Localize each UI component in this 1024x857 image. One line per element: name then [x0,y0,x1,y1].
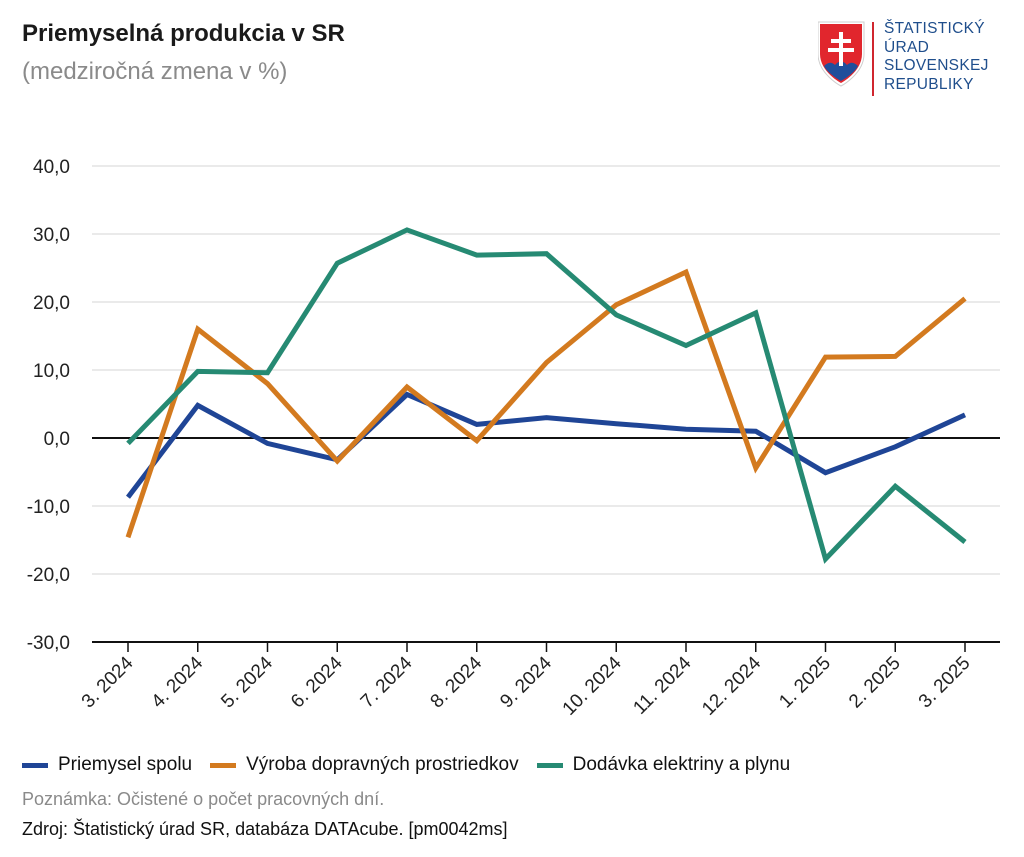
y-tick-label: -30,0 [27,633,70,654]
x-tick-label: 6. 2024 [287,652,347,712]
y-tick-label: 20,0 [33,293,70,314]
x-tick-label: 5. 2024 [217,652,277,712]
x-tick-label: 3. 2025 [915,653,975,713]
chart-source: Zdroj: Štatistický úrad SR, databáza DAT… [22,819,508,839]
x-tick-label: 11. 2024 [629,652,695,718]
legend-item-dodavka-elektriny-a-plynu: Dodávka elektriny a plynu [536,754,791,776]
legend-item-vyroba-dopravnych-prostriedkov: Výroba dopravných prostriedkov [210,754,519,776]
chart-subtitle: (medziročná zmena v %) [22,58,288,85]
y-tick-label: 10,0 [33,361,70,382]
chart-note: Poznámka: Očistené o počet pracovných dn… [22,789,385,809]
x-tick-label: 7. 2024 [357,652,417,712]
legend-label: Výroba dopravných prostriedkov [246,754,519,775]
x-tick-label: 4. 2024 [148,652,208,712]
logo-line: SLOVENSKEJ [884,57,989,74]
y-tick-label: -20,0 [27,565,70,586]
y-tick-label: -10,0 [27,497,70,518]
legend-label: Dodávka elektriny a plynu [572,754,791,775]
series-line-3 [126,227,967,564]
chart-title: Priemyselná produkcia v SR [22,20,345,47]
logo-line: ŠTATISTICKÝ [884,20,985,37]
logo-divider [872,22,874,96]
series-line-2 [125,268,967,539]
legend-item-priemysel-spolu: Priemysel spolu [22,754,192,776]
series-line-1 [126,391,967,499]
y-tick-label: 40,0 [33,157,70,178]
x-tick-label: 2. 2025 [845,653,905,713]
legend-swatch [536,762,563,768]
y-tick-label: 0,0 [44,429,70,450]
legend-swatch [210,762,237,768]
x-tick-label: 9. 2024 [496,652,556,712]
x-tick-label: 8. 2024 [427,652,487,712]
logo-line: ÚRAD [884,38,930,56]
x-tick-label: 3. 2024 [78,652,138,712]
x-tick-label: 10. 2024 [559,652,626,719]
coat-of-arms-logo [818,21,865,87]
y-tick-label: 30,0 [33,225,70,246]
x-tick-label: 1. 2025 [775,653,835,713]
x-tick-label: 12. 2024 [698,652,765,719]
legend-label: Priemysel spolu [58,754,193,775]
chart-legend: Priemysel spolu Výroba dopravných prostr… [22,754,808,776]
logo-text: ŠTATISTICKÝ ÚRAD SLOVENSKEJ REPUBLIKY [884,20,989,94]
legend-swatch [22,762,48,768]
logo-line: REPUBLIKY [884,75,974,93]
